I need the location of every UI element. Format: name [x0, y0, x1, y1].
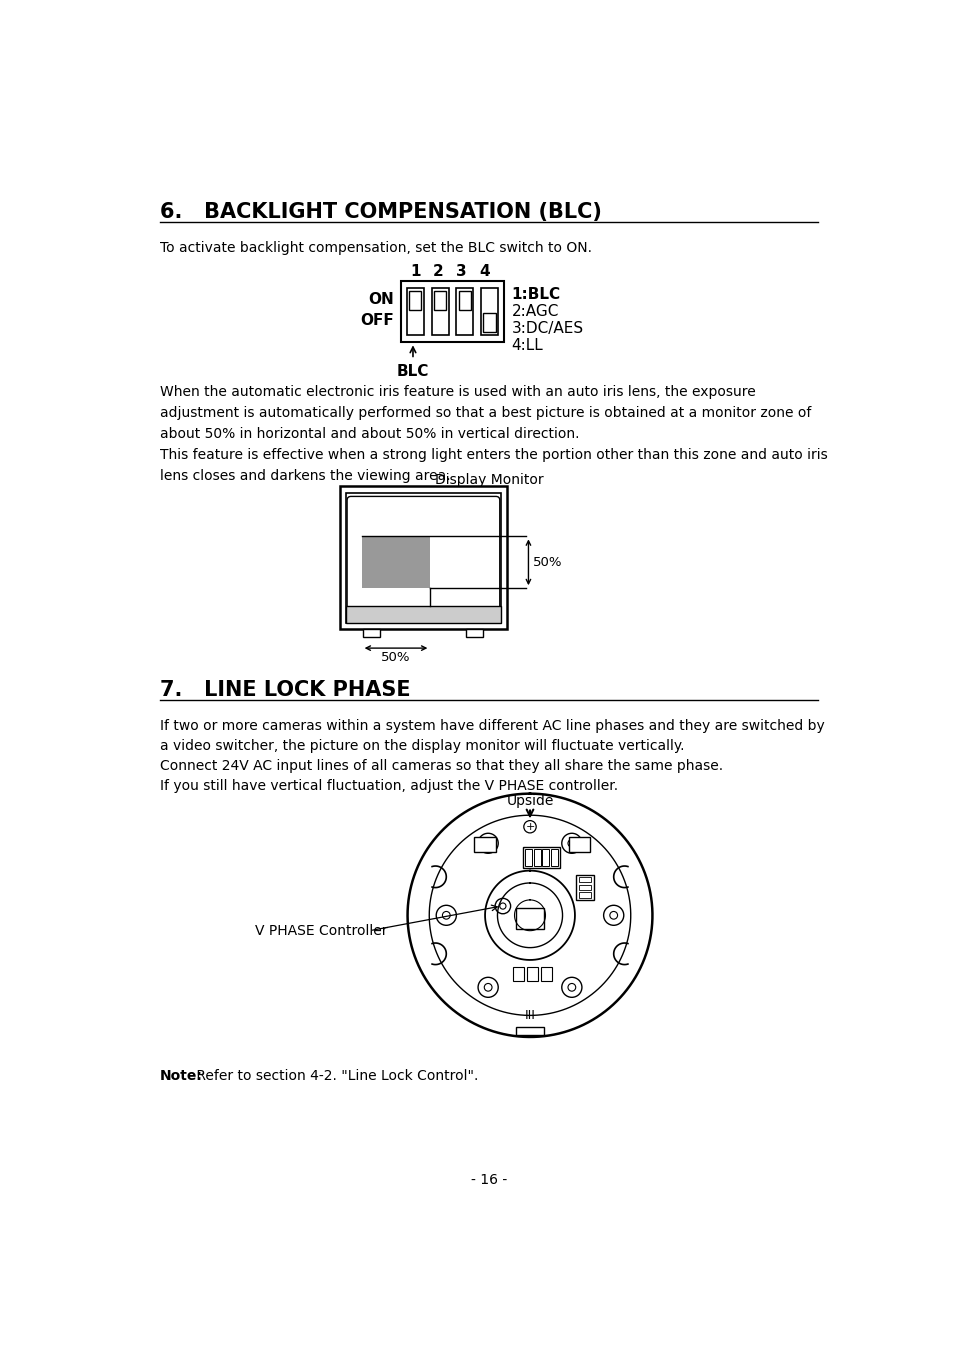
Text: 4:LL: 4:LL: [511, 338, 542, 353]
Bar: [540, 967, 551, 980]
Bar: [458, 291, 471, 310]
FancyBboxPatch shape: [347, 496, 499, 621]
Bar: [516, 907, 543, 929]
Bar: [346, 606, 500, 623]
Text: - 16 -: - 16 -: [471, 1174, 506, 1187]
Bar: [578, 884, 591, 890]
Bar: [466, 629, 483, 637]
Bar: [542, 849, 549, 867]
Text: Note:: Note:: [159, 1069, 202, 1083]
Bar: [516, 1028, 543, 1034]
Text: III: III: [524, 1009, 535, 1022]
Text: OFF: OFF: [359, 314, 394, 329]
Bar: [456, 288, 473, 335]
Text: 2: 2: [433, 264, 443, 279]
Bar: [474, 837, 496, 852]
Bar: [401, 281, 503, 342]
Bar: [550, 849, 558, 867]
Text: ON: ON: [368, 292, 394, 307]
Text: 1:BLC: 1:BLC: [511, 287, 560, 301]
Text: BLC: BLC: [396, 364, 429, 379]
Bar: [406, 288, 423, 335]
Text: Refer to section 4-2. "Line Lock Control".: Refer to section 4-2. "Line Lock Control…: [192, 1069, 478, 1083]
Text: Display Monitor: Display Monitor: [435, 473, 542, 487]
Text: +: +: [525, 822, 534, 831]
Bar: [480, 288, 497, 335]
Bar: [346, 606, 500, 623]
Text: 50%: 50%: [533, 556, 562, 569]
Text: 4: 4: [479, 264, 490, 279]
Bar: [578, 892, 591, 898]
Bar: [578, 877, 591, 883]
Text: 50%: 50%: [381, 652, 411, 664]
Bar: [534, 849, 540, 867]
Text: Upside: Upside: [506, 794, 553, 807]
Bar: [568, 837, 590, 852]
Bar: [409, 291, 421, 310]
Text: To activate backlight compensation, set the BLC switch to ON.: To activate backlight compensation, set …: [159, 241, 591, 254]
Bar: [483, 314, 496, 333]
Bar: [340, 487, 506, 629]
Bar: [525, 849, 532, 867]
Text: When the automatic electronic iris feature is used with an auto iris lens, the e: When the automatic electronic iris featu…: [159, 385, 810, 441]
Bar: [434, 291, 446, 310]
Bar: [513, 967, 523, 980]
Text: 6.   BACKLIGHT COMPENSATION (BLC): 6. BACKLIGHT COMPENSATION (BLC): [159, 203, 600, 222]
Text: 3: 3: [456, 264, 467, 279]
Text: V PHASE Controller: V PHASE Controller: [254, 923, 387, 938]
Text: 2:AGC: 2:AGC: [511, 304, 558, 319]
Text: 3:DC/AES: 3:DC/AES: [511, 320, 583, 335]
Bar: [526, 967, 537, 980]
Bar: [346, 492, 500, 623]
Text: This feature is effective when a strong light enters the portion other than this: This feature is effective when a strong …: [159, 448, 826, 483]
Bar: [363, 629, 380, 637]
Text: If two or more cameras within a system have different AC line phases and they ar: If two or more cameras within a system h…: [159, 719, 823, 794]
Bar: [576, 875, 593, 900]
Bar: [522, 846, 559, 868]
Bar: [361, 537, 430, 588]
Text: 7.   LINE LOCK PHASE: 7. LINE LOCK PHASE: [159, 680, 410, 700]
Bar: [431, 288, 448, 335]
Text: 1: 1: [410, 264, 420, 279]
